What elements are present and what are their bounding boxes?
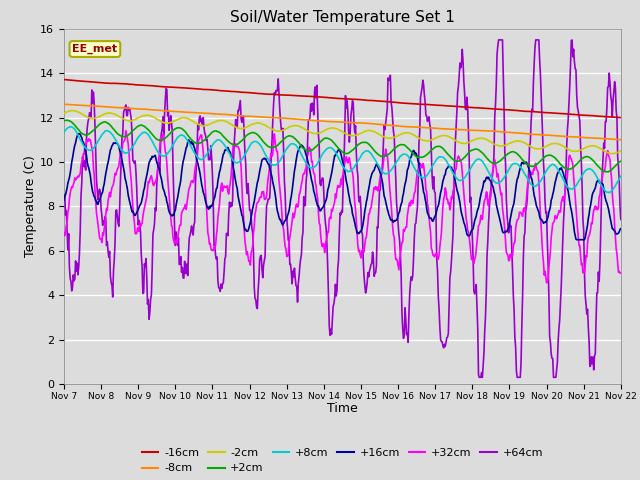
- X-axis label: Time: Time: [327, 402, 358, 415]
- Text: EE_met: EE_met: [72, 44, 118, 54]
- Y-axis label: Temperature (C): Temperature (C): [24, 156, 37, 257]
- Title: Soil/Water Temperature Set 1: Soil/Water Temperature Set 1: [230, 10, 455, 25]
- Legend: -16cm, -8cm, -2cm, +2cm, +8cm, +16cm, +32cm, +64cm: -16cm, -8cm, -2cm, +2cm, +8cm, +16cm, +3…: [138, 444, 547, 478]
